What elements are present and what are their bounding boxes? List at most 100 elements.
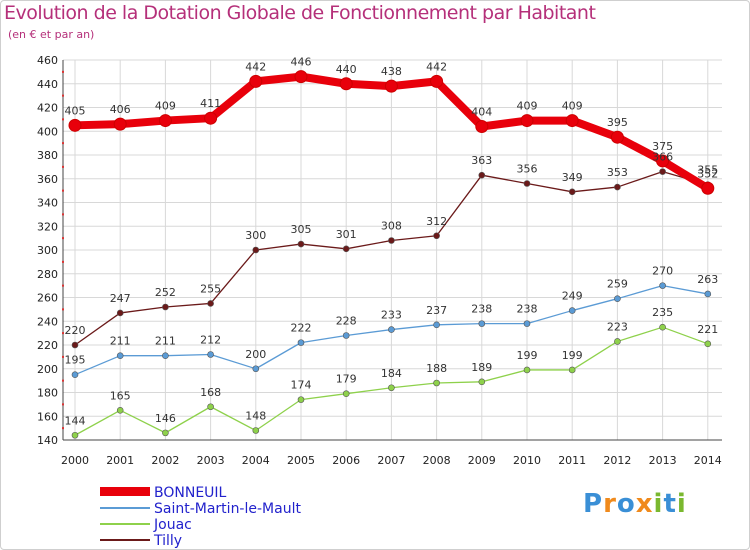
data-point (388, 237, 395, 244)
data-label: 238 (471, 303, 492, 316)
y-tick-label: 400 (37, 125, 58, 138)
legend-swatch (100, 523, 150, 525)
x-tick-label: 2005 (287, 454, 315, 467)
data-label: 195 (65, 354, 86, 367)
data-point (252, 246, 260, 254)
y-tick-label: 200 (37, 363, 58, 376)
data-label: 148 (245, 410, 266, 423)
data-point (614, 338, 621, 345)
data-point (339, 77, 353, 91)
x-tick-label: 2011 (558, 454, 586, 467)
y-tick-label: 140 (37, 434, 58, 447)
y-minor-mark (62, 70, 64, 73)
data-label: 179 (336, 373, 357, 386)
y-minor-mark (62, 427, 64, 430)
data-point (523, 180, 531, 187)
data-point (478, 378, 486, 386)
data-point (388, 326, 395, 333)
data-label: 409 (517, 100, 538, 113)
data-label: 263 (697, 273, 718, 286)
data-point (520, 114, 534, 128)
proxiti-logo: Proxiti (583, 489, 687, 519)
data-point (478, 171, 486, 179)
data-label: 300 (245, 229, 266, 242)
data-label: 174 (291, 379, 312, 392)
data-point (614, 295, 621, 302)
data-label: 220 (65, 324, 86, 337)
x-tick-label: 2003 (197, 454, 225, 467)
y-minor-mark (62, 284, 64, 287)
y-minor-mark (62, 165, 64, 168)
data-label: 168 (200, 386, 221, 399)
data-point (656, 154, 670, 168)
data-label: 446 (291, 56, 312, 69)
y-minor-mark (62, 213, 64, 216)
data-label: 199 (517, 349, 538, 362)
data-label: 356 (517, 163, 538, 176)
data-point (433, 379, 440, 387)
data-label: 259 (607, 278, 628, 291)
data-point (252, 427, 260, 434)
y-tick-label: 420 (37, 102, 58, 115)
x-tick-label: 2009 (468, 454, 496, 467)
data-label: 200 (245, 348, 266, 361)
data-point (207, 300, 214, 307)
data-label: 188 (426, 362, 447, 375)
x-tick-label: 2012 (603, 454, 631, 467)
y-minor-mark (62, 379, 64, 382)
data-point (384, 79, 398, 93)
data-point (659, 323, 666, 331)
data-point (610, 130, 624, 144)
data-label: 395 (607, 116, 628, 129)
data-label: 375 (652, 140, 673, 153)
y-tick-label: 380 (37, 149, 58, 162)
data-label: 235 (652, 306, 673, 319)
y-tick-label: 220 (37, 339, 58, 352)
data-label: 223 (607, 320, 628, 333)
y-tick-label: 180 (37, 387, 58, 400)
data-point (162, 429, 169, 437)
data-label: 221 (697, 323, 718, 336)
data-point (113, 117, 127, 131)
y-minor-mark (62, 260, 64, 263)
x-tick-label: 2007 (377, 454, 405, 467)
data-label: 308 (381, 220, 402, 233)
data-label: 211 (110, 335, 131, 348)
x-tick-label: 2006 (332, 454, 360, 467)
data-label: 212 (200, 334, 221, 347)
data-point (71, 341, 79, 349)
data-point (207, 351, 214, 358)
data-point (342, 245, 350, 253)
data-point (388, 384, 395, 392)
data-point (71, 371, 79, 378)
legend-label: Tilly (153, 533, 182, 549)
data-point (614, 183, 621, 191)
data-label: 440 (336, 63, 357, 76)
y-minor-mark (62, 118, 64, 121)
x-tick-label: 2000 (61, 454, 89, 467)
data-point (475, 120, 489, 133)
y-minor-mark (62, 403, 64, 406)
chart-subtitle: (en € et par an) (8, 28, 95, 41)
data-point (204, 111, 218, 125)
data-label: 237 (426, 304, 447, 317)
data-point (342, 390, 350, 397)
data-label: 305 (291, 223, 312, 236)
data-point (659, 168, 666, 175)
y-tick-label: 360 (37, 173, 58, 186)
data-point (297, 396, 305, 403)
x-tick-label: 2010 (513, 454, 541, 467)
data-label: 366 (652, 151, 673, 164)
data-label: 301 (336, 228, 357, 241)
data-label: 211 (155, 335, 176, 348)
data-label: 252 (155, 286, 176, 299)
data-point (433, 232, 440, 240)
data-point (297, 240, 305, 248)
x-tick-label: 2013 (649, 454, 677, 467)
data-label: 199 (562, 349, 583, 362)
y-tick-label: 320 (37, 220, 58, 233)
legend-label: BONNEUIL (154, 485, 227, 501)
data-point (568, 307, 576, 314)
data-label: 184 (381, 367, 402, 380)
